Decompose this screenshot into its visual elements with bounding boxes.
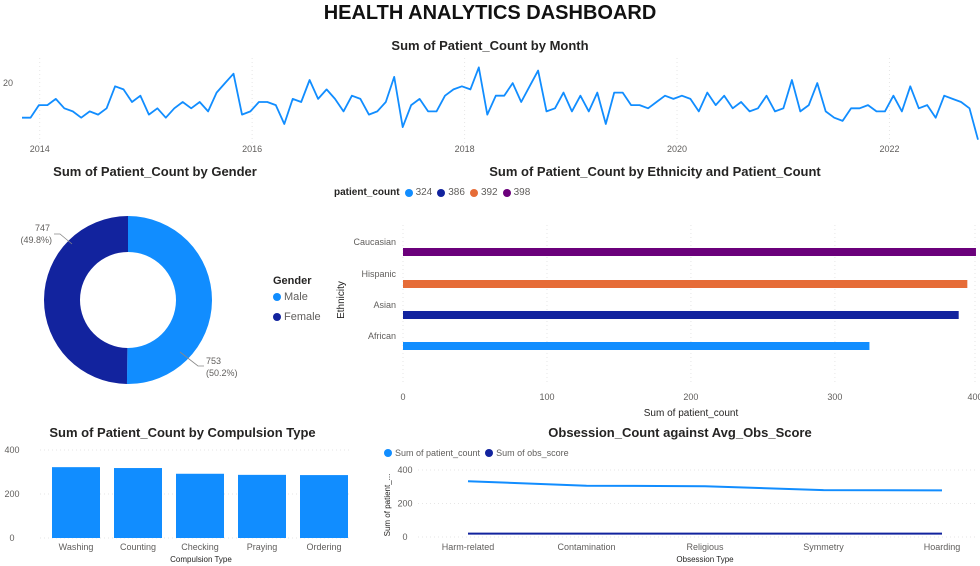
female-label-leader [54, 233, 73, 245]
gender-slice-male [126, 216, 212, 385]
comp-bar-washing [52, 467, 100, 538]
obs-series-line-patient-count [467, 480, 943, 492]
gender-slice-female [43, 216, 128, 384]
comp-x-axis-title: Compulsion Type [170, 555, 232, 564]
dashboard-title: HEALTH ANALYTICS DASHBOARD [323, 2, 657, 24]
legend-item-female[interactable]: Female [273, 311, 321, 323]
comp-bar-checking [176, 473, 224, 538]
legend-label-patient-count: Sum of patient_count [395, 448, 481, 458]
eth-y-axis-title: Ethnicity [336, 281, 347, 319]
legend-label-female: Female [284, 311, 321, 323]
comp-x-tick-label: Praying [247, 542, 278, 552]
eth-category-label: Hispanic [361, 269, 396, 279]
ethnicity-bar-chart: 0 100 200 300 400 Caucasian Hispanic Asian Afric… [336, 225, 980, 419]
obs-x-tick-label: Symmetry [803, 542, 844, 552]
eth-x-tick-label: 200 [683, 392, 698, 402]
obs-y-tick-label: 200 [397, 499, 412, 509]
ethnicity-legend-title: patient_count [334, 187, 400, 198]
month-x-tick-label: 2020 [667, 144, 687, 154]
male-value-label: 753 [206, 356, 221, 366]
month-x-tick-label: 2014 [30, 144, 50, 154]
comp-x-tick-label: Ordering [306, 542, 341, 552]
comp-x-tick-label: Counting [120, 542, 156, 552]
eth-x-tick-label: 300 [827, 392, 842, 402]
compulsion-chart-title: Sum of Patient_Count by Compulsion Type [49, 425, 316, 440]
comp-bar-praying [238, 474, 286, 538]
legend-item-obs-score[interactable]: Sum of obs_score [485, 448, 569, 458]
legend-label-male: Male [284, 291, 308, 303]
eth-category-label: Asian [373, 300, 396, 310]
swatch-324-icon [404, 188, 413, 197]
obs-x-tick-label: Harm-related [442, 542, 495, 552]
obs-x-tick-label: Hoarding [924, 542, 961, 552]
legend-item-386[interactable]: 386 [437, 187, 465, 198]
comp-y-tick-label: 200 [4, 489, 19, 499]
ethnicity-legend: patient_count 324 386 392 398 [334, 187, 530, 198]
swatch-392-icon [469, 188, 478, 197]
eth-category-label: Caucasian [353, 237, 396, 247]
obsession-chart-title: Obsession_Count against Avg_Obs_Score [548, 425, 812, 440]
month-x-tick-label: 2022 [879, 144, 899, 154]
eth-x-axis-title: Sum of patient_count [644, 408, 739, 419]
eth-bar-asian [403, 311, 959, 319]
legend-item-patient-count[interactable]: Sum of patient_count [384, 448, 480, 458]
comp-x-tick-label: Checking [181, 542, 219, 552]
legend-label-obs-score: Sum of obs_score [496, 448, 569, 458]
obs-y-tick-label: 0 [402, 532, 407, 542]
comp-y-tick-label: 400 [4, 445, 19, 455]
swatch-obs-score-icon [485, 449, 494, 457]
legend-label-386: 386 [448, 187, 465, 198]
female-value-label: 747 [35, 223, 50, 233]
legend-item-324[interactable]: 324 [404, 187, 433, 198]
obs-x-tick-label: Contamination [557, 542, 615, 552]
female-pct-label: (49.8%) [20, 235, 52, 245]
gender-donut-chart: 753 (50.2%) 747 (49.8%) [20, 216, 238, 385]
month-y-tick-label: 20 [3, 78, 13, 88]
swatch-398-icon [502, 188, 511, 197]
obs-x-axis-title: Obsession Type [676, 555, 734, 564]
month-x-tick-label: 2016 [242, 144, 262, 154]
ethnicity-chart-title: Sum of Patient_Count by Ethnicity and Pa… [489, 164, 821, 179]
male-pct-label: (50.2%) [206, 368, 238, 378]
eth-bar-african [403, 342, 870, 350]
month-chart-title: Sum of Patient_Count by Month [391, 38, 589, 53]
male-swatch-icon [273, 293, 281, 301]
comp-x-tick-label: Washing [59, 542, 94, 552]
eth-x-tick-label: 100 [539, 392, 554, 402]
compulsion-bar-chart: 0 200 400 Washing Counting Checking Praying Ord… [4, 445, 350, 564]
month-x-tick-label: 2018 [455, 144, 475, 154]
comp-bar-counting [114, 468, 162, 538]
gender-legend-title: Gender [273, 275, 312, 287]
comp-bar-ordering [300, 475, 348, 538]
swatch-patient-count-icon [384, 449, 392, 457]
swatch-386-icon [437, 188, 446, 197]
eth-category-label: African [368, 331, 396, 341]
female-swatch-icon [273, 313, 281, 321]
eth-bar-caucasian [403, 248, 976, 256]
legend-item-398[interactable]: 398 [502, 187, 531, 198]
obs-x-tick-label: Religious [686, 542, 724, 552]
legend-label-324: 324 [415, 187, 433, 198]
eth-bar-hispanic [403, 280, 968, 288]
eth-x-tick-label: 0 [400, 392, 405, 402]
legend-label-398: 398 [513, 187, 531, 198]
gender-chart-title: Sum of Patient_Count by Gender [53, 164, 257, 179]
obs-y-axis-title: Sum of patient_... [383, 474, 392, 537]
legend-item-392[interactable]: 392 [469, 187, 498, 198]
legend-item-male[interactable]: Male [273, 291, 321, 303]
month-series-line [22, 66, 979, 140]
obs-y-tick-label: 400 [397, 465, 412, 475]
comp-y-tick-label: 0 [9, 533, 14, 543]
gender-legend: Gender Male Female [273, 275, 321, 323]
legend-label-392: 392 [480, 187, 498, 198]
obsession-legend: Sum of patient_count Sum of obs_score [384, 448, 569, 458]
male-label-leader [179, 351, 204, 367]
month-line-chart: 2014 2016 2018 2020 2022 20 [3, 58, 979, 154]
eth-x-tick-label: 400 [967, 392, 980, 402]
